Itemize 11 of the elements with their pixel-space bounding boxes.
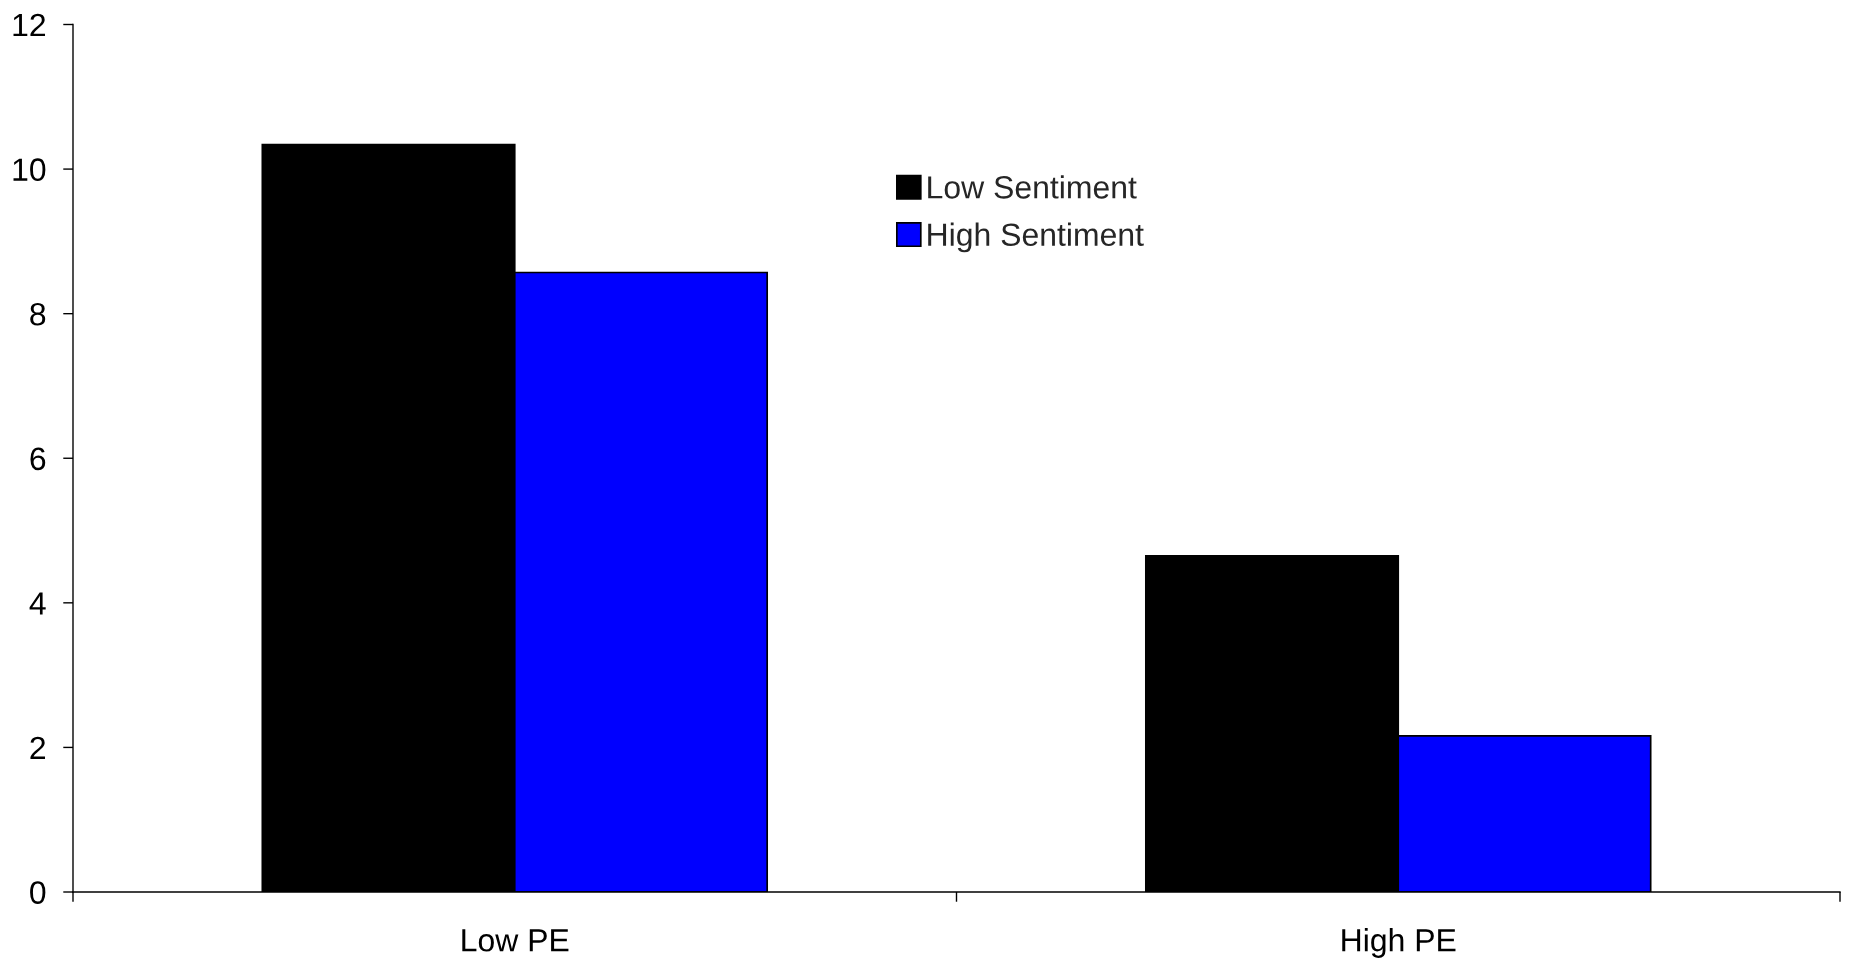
legend-label: High Sentiment [928, 222, 1144, 253]
x-tick-label: High PE [1342, 928, 1456, 958]
y-tick-label: 2 [30, 736, 46, 759]
x-tick-label: Low PE [462, 929, 569, 952]
legend-label: Low Sentiment [928, 175, 1137, 199]
y-tick-label: 0 [30, 881, 46, 904]
y-tick-label: 10 [13, 158, 46, 181]
y-tick-label: 6 [30, 447, 46, 471]
y-tick-label: 8 [30, 302, 46, 326]
y-tick-label: 4 [29, 592, 46, 615]
y-tick-label: 12 [13, 13, 46, 37]
